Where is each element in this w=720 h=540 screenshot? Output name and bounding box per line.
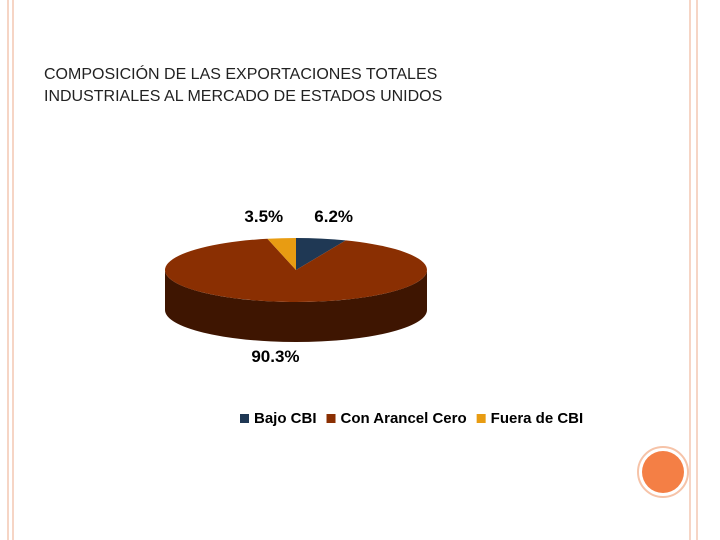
chart-title: COMPOSICIÓN DE LAS EXPORTACIONES TOTALES… (44, 66, 443, 105)
decor-circle (642, 451, 684, 493)
legend-label: Con Arancel Cero (341, 410, 467, 427)
legend-label: Fuera de CBI (491, 410, 584, 427)
data-label: 6.2% (314, 207, 353, 226)
legend-label: Bajo CBI (254, 410, 317, 427)
pie-slice (165, 238, 427, 302)
pie-slice (296, 238, 346, 270)
legend-swatch (476, 414, 486, 423)
legend-swatch (240, 414, 249, 423)
pie-slice (267, 238, 296, 270)
data-label: 3.5% (244, 207, 283, 226)
legend-swatch (326, 414, 336, 423)
data-label: 90.3% (251, 347, 299, 366)
pie-slice-side (165, 270, 427, 342)
